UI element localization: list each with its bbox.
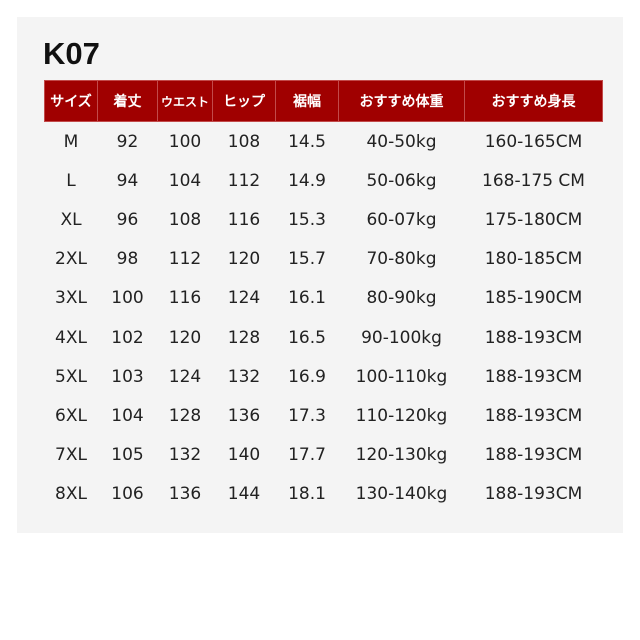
table-cell: 136 bbox=[227, 405, 261, 426]
table-cell: 50-06kg bbox=[366, 170, 437, 191]
table-row: L 94 104 112 14.9 50-06kg 168-175 CM bbox=[45, 161, 603, 200]
table-cell: 14.9 bbox=[288, 170, 326, 191]
table-cell: 124 bbox=[227, 288, 261, 309]
table-cell: 98 bbox=[116, 249, 139, 270]
table-row: 6XL 104 128 136 17.3 110-120kg 188-193CM bbox=[45, 396, 603, 435]
column-header: ヒップ bbox=[212, 80, 276, 122]
table-cell: 18.1 bbox=[288, 484, 326, 505]
table-row: 3XL 100 116 124 16.1 80-90kg 185-190CM bbox=[45, 279, 603, 318]
table-row: 7XL 105 132 140 17.7 120-130kg 188-193CM bbox=[45, 436, 603, 475]
table-cell: L bbox=[66, 170, 76, 191]
table-cell: 16.1 bbox=[288, 288, 326, 309]
table-cell: 15.3 bbox=[288, 209, 326, 230]
column-header: おすすめ体重 bbox=[338, 80, 465, 122]
table-cell: 80-90kg bbox=[366, 288, 437, 309]
size-table: サイズ 着丈 ウエスト ヒップ 裾幅 おすすめ体重 おすすめ身長 M 92 100 108 14.5… bbox=[44, 80, 603, 514]
table-cell: 90-100kg bbox=[361, 327, 442, 348]
table-cell: 112 bbox=[227, 170, 261, 191]
table-cell: 180-185CM bbox=[484, 249, 583, 270]
table-cell: 144 bbox=[227, 484, 261, 505]
table-cell: 128 bbox=[227, 327, 261, 348]
table-cell: 17.3 bbox=[288, 405, 326, 426]
table-cell: 120 bbox=[227, 249, 261, 270]
table-cell: 105 bbox=[111, 445, 144, 466]
table-cell: 132 bbox=[168, 445, 202, 466]
table-cell: 175-180CM bbox=[484, 209, 583, 230]
table-cell: 96 bbox=[116, 209, 139, 230]
product-code-title: K07 bbox=[43, 36, 100, 71]
table-cell: 120 bbox=[168, 327, 202, 348]
table-row: 8XL 106 136 144 18.1 130-140kg 188-193CM bbox=[45, 475, 603, 514]
table-cell: 168-175 CM bbox=[482, 170, 585, 191]
table-cell: 116 bbox=[168, 288, 202, 309]
table-cell: 60-07kg bbox=[366, 209, 437, 230]
table-cell: XL bbox=[60, 209, 82, 230]
table-cell: 188-193CM bbox=[484, 366, 583, 387]
column-header: 着丈 bbox=[97, 80, 158, 122]
table-cell: 136 bbox=[168, 484, 202, 505]
table-row: XL 96 108 116 15.3 60-07kg 175-180CM bbox=[45, 200, 603, 239]
table-cell: 188-193CM bbox=[484, 484, 583, 505]
table-cell: 92 bbox=[116, 131, 139, 152]
table-cell: 8XL bbox=[55, 484, 87, 505]
table-cell: 94 bbox=[116, 170, 139, 191]
table-cell: 104 bbox=[168, 170, 202, 191]
table-cell: 5XL bbox=[55, 366, 87, 387]
table-cell: 6XL bbox=[55, 405, 87, 426]
table-cell: 108 bbox=[227, 131, 261, 152]
table-cell: 2XL bbox=[55, 249, 87, 270]
table-cell: 132 bbox=[227, 366, 261, 387]
table-cell: 110-120kg bbox=[355, 405, 448, 426]
table-header-row: サイズ 着丈 ウエスト ヒップ 裾幅 おすすめ体重 おすすめ身長 bbox=[44, 80, 603, 122]
table-cell: 100 bbox=[168, 131, 202, 152]
table-cell: 14.5 bbox=[288, 131, 326, 152]
column-header: ウエスト bbox=[157, 80, 213, 122]
table-cell: 188-193CM bbox=[484, 445, 583, 466]
table-cell: 124 bbox=[168, 366, 202, 387]
table-cell: 140 bbox=[227, 445, 261, 466]
table-cell: M bbox=[63, 131, 79, 152]
table-cell: 100 bbox=[111, 288, 144, 309]
table-cell: 104 bbox=[111, 405, 144, 426]
column-header: サイズ bbox=[44, 80, 98, 122]
table-cell: 188-193CM bbox=[484, 327, 583, 348]
table-row: M 92 100 108 14.5 40-50kg 160-165CM bbox=[45, 122, 603, 162]
table-cell: 40-50kg bbox=[366, 131, 437, 152]
table-cell: 17.7 bbox=[288, 445, 326, 466]
table-cell: 16.9 bbox=[288, 366, 326, 387]
table-row: 5XL 103 124 132 16.9 100-110kg 188-193CM bbox=[45, 357, 603, 396]
table-cell: 185-190CM bbox=[484, 288, 583, 309]
table-cell: 103 bbox=[111, 366, 144, 387]
table-cell: 188-193CM bbox=[484, 405, 583, 426]
table-cell: 100-110kg bbox=[355, 366, 448, 387]
table-cell: 130-140kg bbox=[355, 484, 448, 505]
table-cell: 112 bbox=[168, 249, 202, 270]
table-cell: 70-80kg bbox=[366, 249, 437, 270]
table-row: 2XL 98 112 120 15.7 70-80kg 180-185CM bbox=[45, 240, 603, 279]
table-cell: 116 bbox=[227, 209, 261, 230]
table-row: 4XL 102 120 128 16.5 90-100kg 188-193CM bbox=[45, 318, 603, 357]
table-cell: 160-165CM bbox=[484, 131, 583, 152]
table-cell: 16.5 bbox=[288, 327, 326, 348]
table-cell: 7XL bbox=[55, 445, 87, 466]
column-header: おすすめ身長 bbox=[464, 80, 603, 122]
table-cell: 120-130kg bbox=[355, 445, 448, 466]
table-cell: 102 bbox=[111, 327, 144, 348]
table-cell: 128 bbox=[168, 405, 202, 426]
table-cell: 106 bbox=[111, 484, 144, 505]
table-cell: 4XL bbox=[55, 327, 87, 348]
table-cell: 3XL bbox=[55, 288, 87, 309]
table-cell: 108 bbox=[168, 209, 202, 230]
column-header: 裾幅 bbox=[275, 80, 339, 122]
table-cell: 15.7 bbox=[288, 249, 326, 270]
